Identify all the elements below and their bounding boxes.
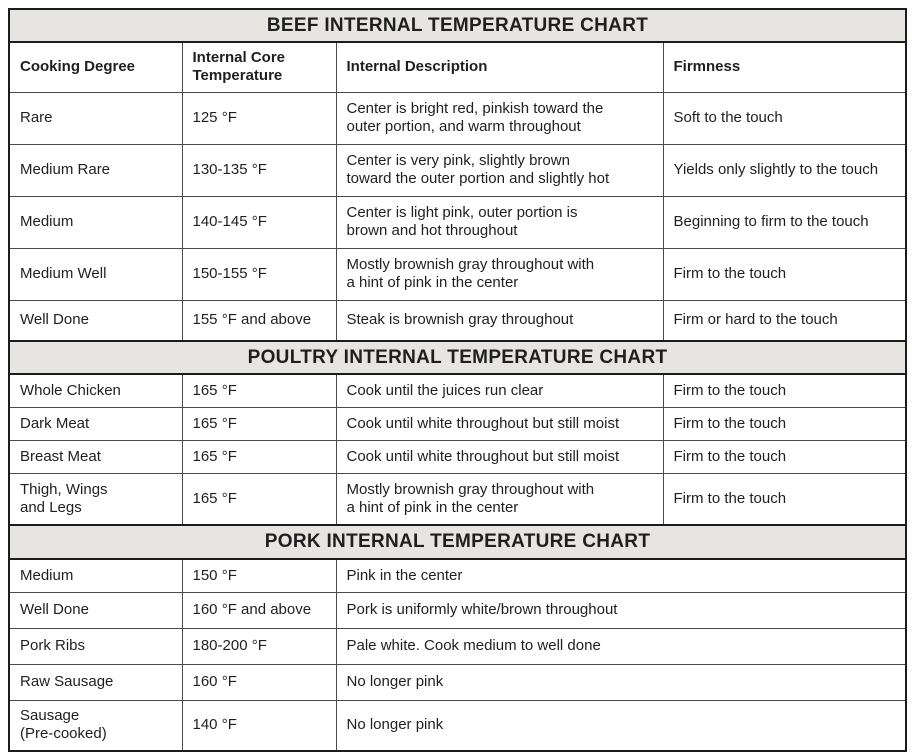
table-row: Pork Ribs 180-200 °F Pale white. Cook me… bbox=[8, 628, 907, 666]
table-row: PORK INTERNAL TEMPERATURE CHART bbox=[8, 524, 907, 560]
column-header-internal-description: Internal Description bbox=[335, 41, 664, 93]
table-row: Breast Meat 165 °F Cook until white thro… bbox=[8, 439, 907, 474]
table-row: Cooking Degree Internal Core Temperature… bbox=[8, 41, 907, 93]
cell-cooking-degree: Breast Meat bbox=[8, 439, 183, 474]
cell-temperature: 165 °F bbox=[181, 373, 337, 408]
table-row: Thigh, Wings and Legs 165 °F Mostly brow… bbox=[8, 472, 907, 526]
cell-temperature: 140 °F bbox=[181, 700, 337, 752]
cell-description: Mostly brownish gray throughout with a h… bbox=[335, 472, 664, 526]
temperature-chart-table: BEEF INTERNAL TEMPERATURE CHART Cooking … bbox=[8, 7, 908, 752]
cell-temperature: 125 °F bbox=[181, 91, 337, 145]
cell-firmness: Beginning to firm to the touch bbox=[662, 195, 907, 249]
table-row: Dark Meat 165 °F Cook until white throug… bbox=[8, 406, 907, 441]
cell-cooking-degree: Raw Sausage bbox=[8, 664, 183, 702]
cell-description: No longer pink bbox=[335, 664, 907, 702]
cell-firmness: Firm to the touch bbox=[662, 247, 907, 301]
cell-temperature: 165 °F bbox=[181, 406, 337, 441]
cell-temperature: 155 °F and above bbox=[181, 299, 337, 342]
table-row: Medium Well 150-155 °F Mostly brownish g… bbox=[8, 247, 907, 301]
table-row: Sausage (Pre-cooked) 140 °F No longer pi… bbox=[8, 700, 907, 752]
cell-description: Pink in the center bbox=[335, 558, 907, 594]
cell-cooking-degree: Rare bbox=[8, 91, 183, 145]
cell-cooking-degree: Whole Chicken bbox=[8, 373, 183, 408]
cell-cooking-degree: Medium bbox=[8, 195, 183, 249]
cell-temperature: 150 °F bbox=[181, 558, 337, 594]
cell-description: Pale white. Cook medium to well done bbox=[335, 628, 907, 666]
cell-description: Center is light pink, outer portion is b… bbox=[335, 195, 664, 249]
cell-cooking-degree: Medium Rare bbox=[8, 143, 183, 197]
cell-description: No longer pink bbox=[335, 700, 907, 752]
cell-firmness: Soft to the touch bbox=[662, 91, 907, 145]
section-title-poultry: POULTRY INTERNAL TEMPERATURE CHART bbox=[8, 340, 907, 376]
section-title-beef: BEEF INTERNAL TEMPERATURE CHART bbox=[8, 7, 907, 44]
table-row: Raw Sausage 160 °F No longer pink bbox=[8, 664, 907, 702]
column-header-internal-core-temperature: Internal Core Temperature bbox=[181, 41, 337, 93]
cell-cooking-degree: Sausage (Pre-cooked) bbox=[8, 700, 183, 752]
table-row: POULTRY INTERNAL TEMPERATURE CHART bbox=[8, 340, 907, 376]
cell-temperature: 150-155 °F bbox=[181, 247, 337, 301]
column-header-cooking-degree: Cooking Degree bbox=[8, 41, 183, 93]
table-row: Well Done 160 °F and above Pork is unifo… bbox=[8, 592, 907, 630]
cell-firmness: Firm to the touch bbox=[662, 373, 907, 408]
cell-description: Cook until white throughout but still mo… bbox=[335, 406, 664, 441]
cell-cooking-degree: Well Done bbox=[8, 299, 183, 342]
cell-temperature: 130-135 °F bbox=[181, 143, 337, 197]
cell-description: Center is very pink, slightly brown towa… bbox=[335, 143, 664, 197]
cell-temperature: 180-200 °F bbox=[181, 628, 337, 666]
table-row: Well Done 155 °F and above Steak is brow… bbox=[8, 299, 907, 342]
cell-cooking-degree: Medium bbox=[8, 558, 183, 594]
cell-description: Cook until the juices run clear bbox=[335, 373, 664, 408]
cell-cooking-degree: Pork Ribs bbox=[8, 628, 183, 666]
table-row: Rare 125 °F Center is bright red, pinkis… bbox=[8, 91, 907, 145]
cell-firmness: Yields only slightly to the touch bbox=[662, 143, 907, 197]
cell-cooking-degree: Dark Meat bbox=[8, 406, 183, 441]
cell-firmness: Firm or hard to the touch bbox=[662, 299, 907, 342]
cell-temperature: 165 °F bbox=[181, 439, 337, 474]
table-row: Medium Rare 130-135 °F Center is very pi… bbox=[8, 143, 907, 197]
cell-cooking-degree: Thigh, Wings and Legs bbox=[8, 472, 183, 526]
cell-firmness: Firm to the touch bbox=[662, 472, 907, 526]
cell-temperature: 160 °F and above bbox=[181, 592, 337, 630]
cell-firmness: Firm to the touch bbox=[662, 439, 907, 474]
table-row: Medium 150 °F Pink in the center bbox=[8, 558, 907, 594]
cell-temperature: 165 °F bbox=[181, 472, 337, 526]
cell-temperature: 160 °F bbox=[181, 664, 337, 702]
table-row: BEEF INTERNAL TEMPERATURE CHART bbox=[8, 7, 907, 44]
cell-temperature: 140-145 °F bbox=[181, 195, 337, 249]
cell-description: Mostly brownish gray throughout with a h… bbox=[335, 247, 664, 301]
cell-description: Center is bright red, pinkish toward the… bbox=[335, 91, 664, 145]
cell-firmness: Firm to the touch bbox=[662, 406, 907, 441]
column-header-firmness: Firmness bbox=[662, 41, 907, 93]
cell-description: Cook until white throughout but still mo… bbox=[335, 439, 664, 474]
cell-description: Pork is uniformly white/brown throughout bbox=[335, 592, 907, 630]
cell-cooking-degree: Medium Well bbox=[8, 247, 183, 301]
table-row: Whole Chicken 165 °F Cook until the juic… bbox=[8, 373, 907, 408]
table-row: Medium 140-145 °F Center is light pink, … bbox=[8, 195, 907, 249]
section-title-pork: PORK INTERNAL TEMPERATURE CHART bbox=[8, 524, 907, 560]
cell-cooking-degree: Well Done bbox=[8, 592, 183, 630]
cell-description: Steak is brownish gray throughout bbox=[335, 299, 664, 342]
